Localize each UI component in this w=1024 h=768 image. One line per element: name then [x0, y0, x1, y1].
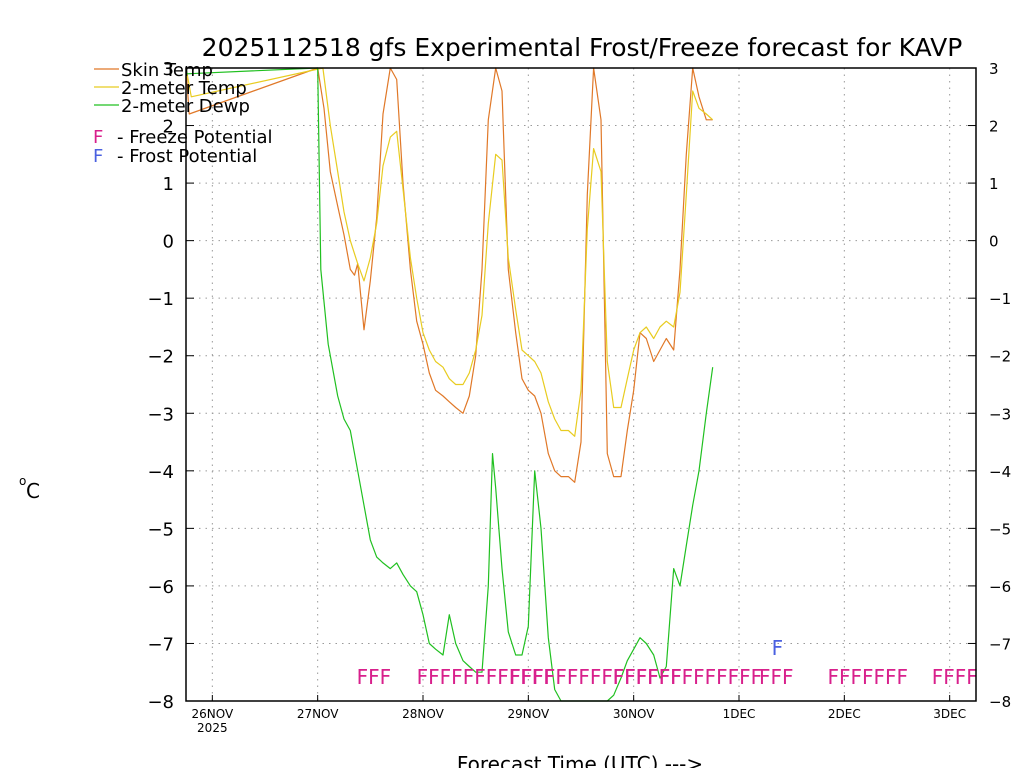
x-tick-sublabel: 2025 — [197, 721, 228, 735]
y-tick-label-right: −1 — [989, 290, 1011, 308]
y-tick-label-right: −2 — [989, 348, 1011, 366]
y-tick-label-left: 2 — [163, 117, 174, 138]
freeze-flag-run: FFFFFFFFFFFFFFF — [509, 665, 682, 689]
y-tick-label-right: 1 — [989, 175, 999, 193]
series-lines — [185, 67, 714, 702]
legend-flag-symbol: F — [93, 127, 103, 148]
y-tick-label-right: −4 — [989, 463, 1011, 481]
y-axis-right: −8 −7 −6 −5 −4 −3 −2 −1 0 1 2 3 — [968, 60, 1011, 711]
y-tick-label-right: −3 — [989, 405, 1011, 423]
potential-flags: FFF FFFFFFFFFFFFFFFFFFFFFFFFFFFFFFFFFFFFF… — [357, 636, 978, 689]
freeze-flag-run: FFF — [759, 665, 794, 689]
freeze-flag-run: FFFF — [932, 665, 978, 689]
x-tick-label: 27NOV — [297, 707, 339, 721]
y-tick-label-left: −2 — [147, 347, 174, 368]
legend-flag-symbol: F — [93, 146, 103, 167]
legend-flag-text: - Freeze Potential — [117, 127, 273, 148]
series-line-skin-temp — [185, 67, 713, 483]
x-tick-label: 30NOV — [613, 707, 655, 721]
y-tick-label-left: 0 — [163, 232, 174, 253]
chart-title: 2025112518 gfs Experimental Frost/Freeze… — [202, 33, 963, 62]
x-tick-label: 1DEC — [723, 707, 756, 721]
y-tick-label-left: −6 — [147, 577, 174, 598]
legend-flag-text: - Frost Potential — [117, 146, 257, 167]
y-tick-label-left: −8 — [147, 692, 174, 713]
y-axis-left: −8 −7 −6 −5 −4 −3 −2 −1 0 1 2 3 — [147, 59, 194, 713]
y-tick-label-left: −7 — [147, 634, 174, 655]
x-tick-label: 28NOV — [402, 707, 444, 721]
series-line-2-meter-dewp — [185, 67, 714, 702]
y-tick-label-left: −4 — [147, 462, 174, 483]
freeze-flag-run: FFF — [357, 665, 392, 689]
series-line-2-meter-temp — [185, 67, 714, 437]
gridlines — [186, 67, 976, 702]
y-axis-label: o C — [19, 474, 40, 503]
y-tick-label-left: −1 — [147, 289, 174, 310]
y-tick-label-left: 1 — [163, 174, 174, 195]
y-tick-label-right: −8 — [989, 693, 1011, 711]
x-axis-label: Forecast Time (UTC) ---> — [457, 752, 703, 768]
y-tick-label-right: 2 — [989, 118, 999, 136]
y-tick-label-left: 3 — [163, 59, 174, 80]
legend-label: 2-meter Temp — [121, 78, 247, 99]
x-tick-label: 26NOV — [191, 707, 233, 721]
y-tick-label-right: 0 — [989, 233, 999, 251]
x-tick-label: 3DEC — [933, 707, 966, 721]
y-tick-label-right: −7 — [989, 635, 1011, 653]
y-tick-label-left: −5 — [147, 519, 174, 540]
y-axis-label-unit: C — [26, 479, 40, 503]
y-tick-label-right: −5 — [989, 520, 1011, 538]
x-tick-label: 29NOV — [507, 707, 549, 721]
freeze-flag-run: FFFFFFFFFFFF — [417, 665, 555, 689]
y-axis-label-degree: o — [19, 474, 26, 488]
y-tick-label-right: −6 — [989, 578, 1011, 596]
y-tick-label-right: 3 — [989, 60, 999, 78]
freeze-flag-run: FFFFFFF — [827, 665, 908, 689]
x-tick-label: 2DEC — [828, 707, 861, 721]
plot-frame — [185, 67, 977, 702]
freeze-flag-run: FFFFFFFFFFFFF — [613, 665, 763, 689]
frost-flag: F — [772, 636, 784, 660]
legend-label: Skin Temp — [121, 60, 213, 81]
y-tick-label-left: −3 — [147, 404, 174, 425]
legend-label: 2-meter Dewp — [121, 96, 250, 117]
